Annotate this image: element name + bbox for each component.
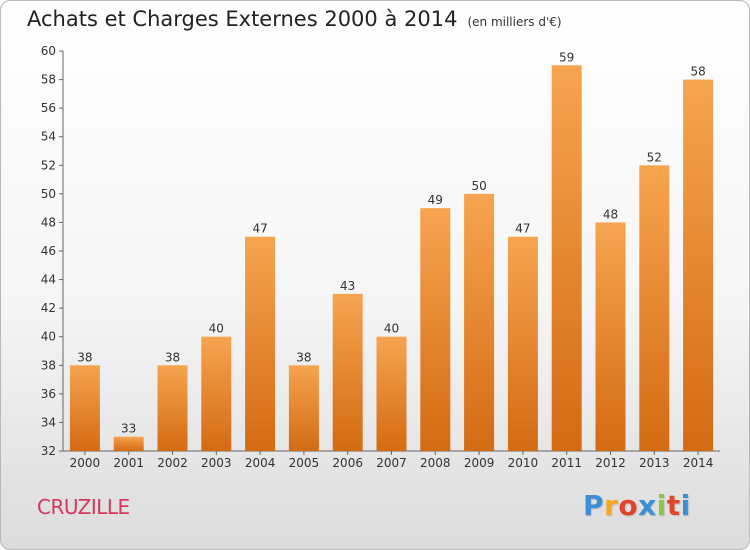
y-tick-label: 42 [41,301,56,315]
logo-letter: i [680,489,691,522]
x-tick-label: 2000 [70,456,101,470]
x-tick-label: 2004 [245,456,276,470]
x-tick-label: 2009 [464,456,495,470]
y-tick-label: 52 [41,158,56,172]
x-tick-label: 2007 [376,456,407,470]
bar-value-label: 40 [209,322,224,336]
bar [420,208,451,451]
bar [332,293,363,451]
logo-letter: o [618,489,639,522]
x-tick-label: 2008 [420,456,451,470]
bar [551,65,582,452]
x-tick-label: 2013 [639,456,670,470]
y-tick-label: 44 [41,273,56,287]
y-tick-label: 38 [41,358,56,372]
y-tick-label: 34 [41,415,56,429]
y-tick-label: 32 [41,444,56,458]
bar-value-label: 47 [515,222,530,236]
bar-value-label: 49 [428,193,443,207]
bar [639,165,670,452]
bar-value-label: 38 [77,350,92,364]
bar-value-label: 48 [603,207,618,221]
y-tick-label: 40 [41,330,56,344]
x-tick-label: 2006 [332,456,363,470]
bar [507,236,538,451]
bar [595,222,626,451]
bar [69,365,100,451]
proxiti-logo: Proxiti [583,489,691,522]
y-tick-label: 56 [41,101,56,115]
bar-value-label: 59 [559,50,574,64]
x-tick-label: 2005 [289,456,320,470]
y-tick-label: 50 [41,187,56,201]
bar-value-label: 52 [647,150,662,164]
bar [113,436,144,451]
logo-letter: i [656,489,667,522]
bar-value-label: 40 [384,322,399,336]
x-tick-label: 2001 [113,456,144,470]
logo-letter: t [666,489,681,522]
y-tick-label: 36 [41,387,56,401]
commune-name: CRUZILLE [37,495,130,519]
bar [201,336,232,451]
y-tick-label: 60 [41,44,56,58]
logo-letter: r [604,489,619,522]
chart-title-text: Achats et Charges Externes 2000 à 2014 [27,7,458,31]
chart-subtitle: (en milliers d'€) [467,15,562,29]
bar [376,336,407,451]
bar-value-label: 58 [690,65,705,79]
y-tick-label: 46 [41,244,56,258]
bar [288,365,319,451]
bar [683,79,714,452]
y-tick-label: 48 [41,215,56,229]
logo-letter: P [583,489,605,522]
bar-value-label: 50 [471,179,486,193]
x-tick-label: 2002 [157,456,188,470]
bar [245,236,276,451]
chart-title: Achats et Charges Externes 2000 à 2014 (e… [27,7,562,31]
y-tick-label: 58 [41,73,56,87]
y-tick-label: 54 [41,130,56,144]
x-tick-label: 2011 [551,456,582,470]
logo-letter: x [638,489,657,522]
bar [464,193,495,451]
x-tick-label: 2003 [201,456,232,470]
bar-value-label: 38 [296,350,311,364]
x-tick-label: 2014 [683,456,714,470]
bar-value-label: 38 [165,350,180,364]
x-tick-label: 2010 [508,456,539,470]
bar [157,365,188,451]
bar-value-label: 47 [252,222,267,236]
bar-value-label: 43 [340,279,355,293]
x-tick-label: 2012 [595,456,626,470]
bar-value-label: 33 [121,422,136,436]
